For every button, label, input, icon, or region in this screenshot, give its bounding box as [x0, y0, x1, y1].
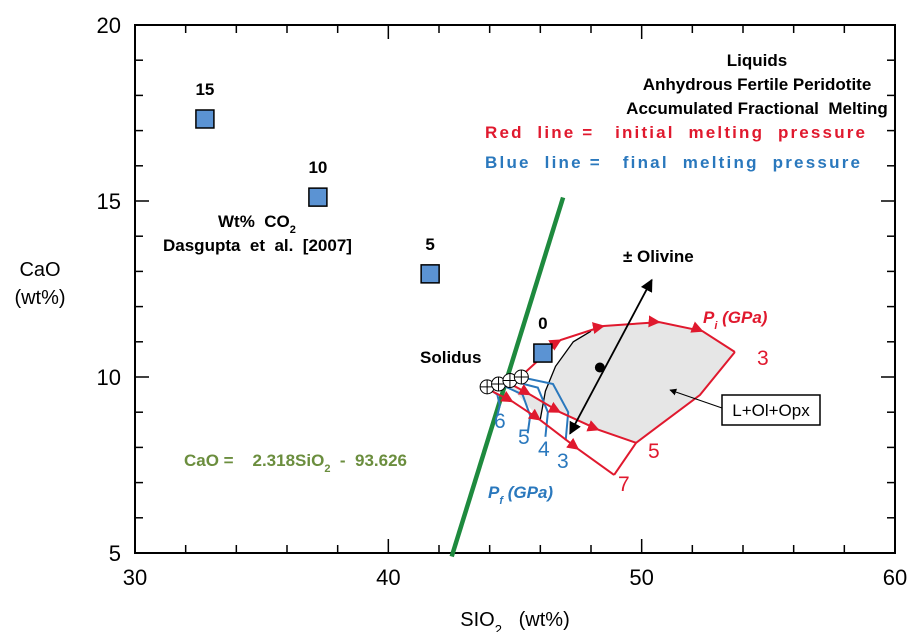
field-label: L+Ol+Opx: [732, 401, 810, 420]
y-tick-label: 5: [109, 541, 121, 566]
pi-label-part: (GPa): [717, 308, 767, 327]
x-tick-label: 60: [883, 565, 907, 590]
y-tick-label: 15: [97, 189, 121, 214]
legend-line: Accumulated Fractional Melting: [626, 99, 888, 118]
co2-point: [308, 187, 328, 207]
co2-label-part: 2: [290, 224, 296, 236]
y-axis-label: (wt%): [14, 287, 65, 309]
field-box: [721, 394, 821, 426]
plot-frame: [134, 24, 896, 554]
solidus-cross: [491, 377, 506, 392]
pf-label-part: f: [499, 495, 504, 507]
source-label: Dasgupta et al. [2007]: [163, 236, 352, 255]
fit-equation-part: 2: [324, 463, 330, 475]
solidus-cross: [502, 373, 517, 388]
pi-value: 3: [757, 347, 769, 370]
pf-value: 4: [538, 438, 550, 461]
y-tick-label: 20: [97, 13, 121, 38]
legend-line: Liquids: [727, 51, 787, 70]
co2-point-label: 10: [308, 158, 327, 177]
pf-value: 6: [494, 410, 506, 433]
pi-boundary: [613, 351, 736, 476]
pi-label-part: i: [714, 320, 718, 332]
pf-label-part: (GPa): [503, 483, 553, 502]
olivine-arrow: [569, 278, 653, 435]
pi-line: [489, 389, 615, 476]
pi-label: Pi (GPa): [703, 308, 768, 332]
co2-point: [420, 264, 440, 284]
x-tick-label: 30: [123, 565, 147, 590]
x-tick-label: 50: [629, 565, 653, 590]
y-axis-label: CaO: [19, 259, 60, 281]
x-axis-label: SIO2 (wt%): [460, 609, 569, 632]
fit-equation: CaO = 2.318SiO2 - 93.626: [184, 451, 407, 475]
olivine-dot: [594, 362, 605, 373]
pf-label-part: P: [488, 483, 500, 502]
pi-value: 5: [648, 440, 660, 463]
y-tick-label: 10: [97, 365, 121, 390]
pf-value: 5: [518, 426, 530, 449]
x-axis-label-part: 2: [495, 622, 502, 633]
pf-label: Pf (GPa): [488, 483, 553, 507]
legend-line: Anhydrous Fertile Peridotite: [643, 75, 872, 94]
x-axis-label-part: SIO: [460, 609, 494, 631]
legend-red: Red line = initial melting pressure: [485, 123, 865, 142]
pi-label-part: P: [703, 308, 715, 327]
fit-equation-part: CaO = 2.318SiO: [184, 451, 324, 470]
legend-blue: Blue line = final melting pressure: [485, 153, 860, 172]
x-tick-label: 40: [376, 565, 400, 590]
co2-label-part: Wt% CO: [218, 212, 290, 231]
olivine-label: ± Olivine: [623, 247, 694, 266]
fit-equation-part: - 93.626: [330, 451, 407, 470]
co2-label: Wt% CO2: [218, 212, 296, 236]
x-axis-label-part: (wt%): [502, 609, 570, 631]
co2-point: [195, 109, 215, 129]
field-pointer: [669, 388, 723, 409]
pi-value: 7: [618, 473, 630, 496]
co2-point-label: 0: [538, 314, 547, 333]
solidus-cross: [514, 370, 529, 384]
solidus-label: Solidus: [420, 348, 481, 367]
co2-point: [533, 343, 553, 363]
co2-point-label: 5: [425, 235, 434, 254]
co2-point-label: 15: [195, 80, 214, 99]
pf-value: 3: [557, 450, 569, 473]
